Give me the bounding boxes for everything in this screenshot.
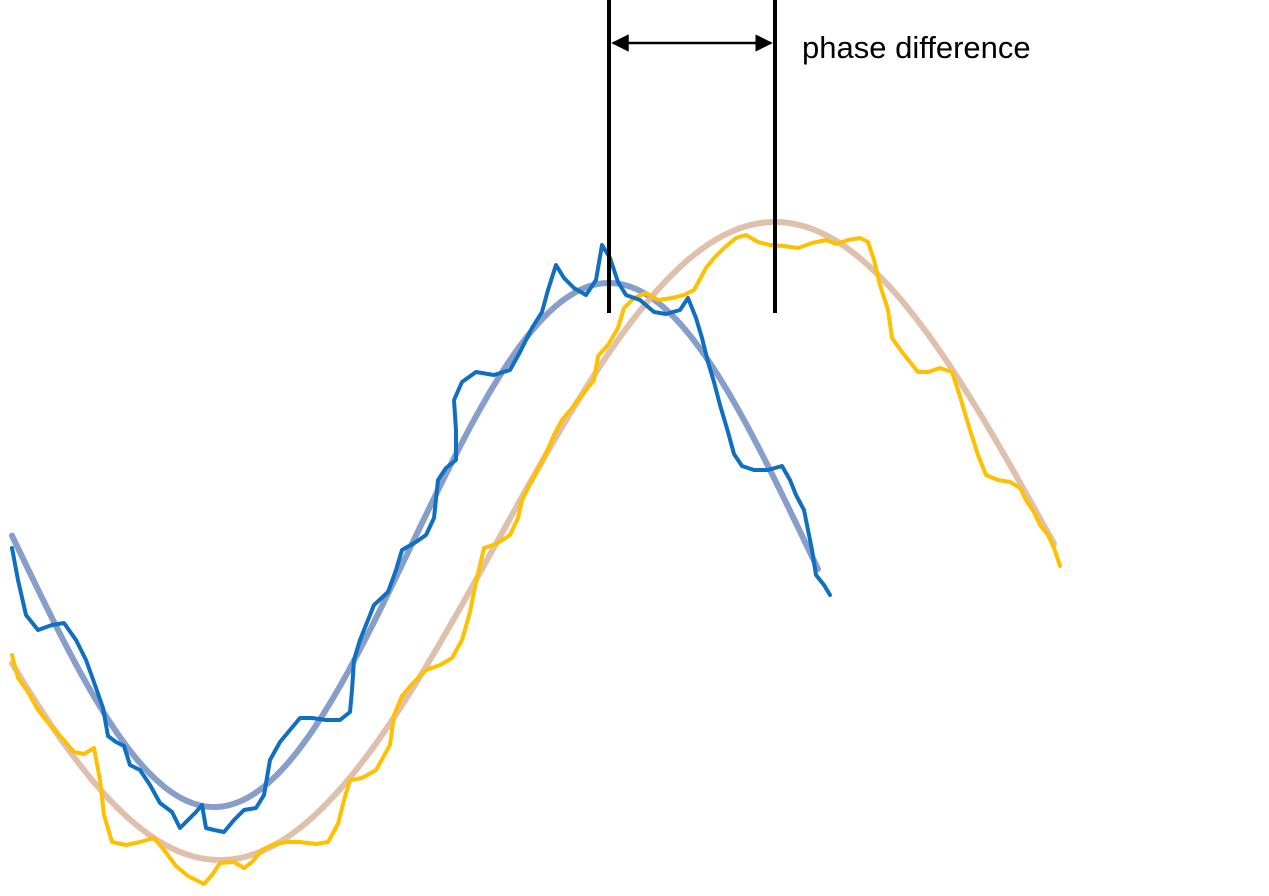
wave-a-noisy-signal: [10, 243, 832, 834]
phase-difference-label: phase difference: [802, 30, 1031, 65]
wave-b-smooth-curve: [9, 219, 1057, 863]
wave-a-smooth-curve: [9, 280, 821, 810]
wave-b-noisy-signal: [10, 233, 1062, 886]
